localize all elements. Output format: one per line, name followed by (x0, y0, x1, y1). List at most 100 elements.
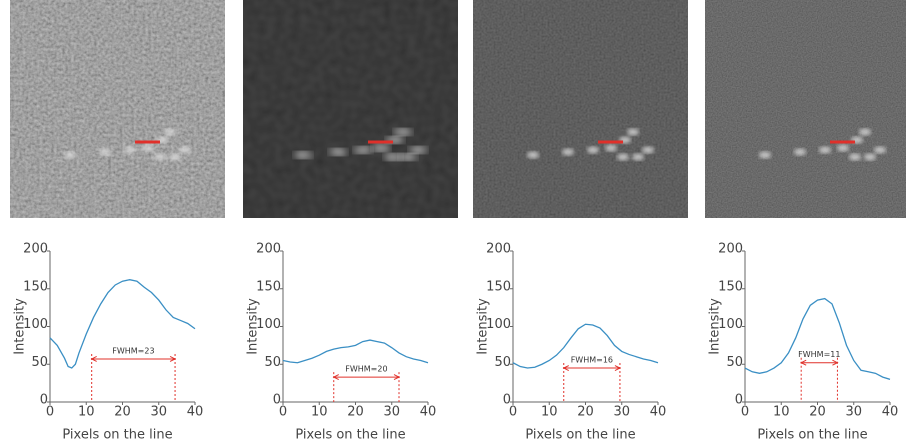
x-axis-label: Pixels on the line (295, 428, 405, 443)
y-tick-label: 200 (718, 242, 743, 257)
image-blob (154, 153, 166, 161)
x-tick-label: 40 (420, 405, 437, 420)
ultrasound-image (10, 0, 225, 218)
image-blob (99, 148, 111, 156)
image-blob (294, 151, 312, 159)
y-tick-label: 150 (718, 279, 743, 294)
arrow-head (562, 365, 569, 371)
image-blob (409, 146, 427, 154)
x-tick-label: 10 (78, 405, 95, 420)
y-tick-label: 0 (503, 393, 511, 408)
y-tick-label: 100 (486, 317, 511, 332)
x-axis-label: Pixels on the line (62, 428, 172, 443)
profile-curve (744, 297, 891, 380)
image-blob (562, 148, 574, 156)
image-blob (627, 128, 639, 136)
image-blob (617, 153, 629, 161)
image-blob (384, 153, 402, 161)
x-tick-label: 30 (383, 405, 400, 420)
profile-curve (512, 323, 659, 369)
image-blob (164, 128, 176, 136)
arrow-head (169, 356, 177, 362)
image-blob (849, 153, 861, 161)
x-axis-label: Pixels on the line (757, 428, 867, 443)
arrow-head (800, 359, 807, 366)
x-tick-label: 20 (577, 405, 594, 420)
y-tick-label: 200 (256, 242, 281, 257)
image-blob (819, 146, 831, 154)
arrow-head (614, 365, 622, 371)
image-blob (124, 146, 136, 154)
x-tick-label: 0 (741, 405, 749, 420)
y-tick-label: 150 (486, 279, 511, 294)
x-tick-label: 40 (187, 405, 204, 420)
image-noise (10, 0, 225, 218)
y-tick-label: 200 (486, 242, 511, 257)
image-noise (705, 0, 906, 218)
y-tick-label: 0 (735, 393, 743, 408)
x-tick-label: 30 (845, 405, 862, 420)
image-blob (142, 144, 154, 152)
arrow-head (332, 374, 339, 381)
image-blob (399, 153, 417, 161)
x-tick-label: 30 (613, 405, 630, 420)
x-tick-label: 10 (311, 405, 328, 420)
y-tick-label: 50 (494, 355, 511, 370)
image-blob (527, 151, 539, 159)
image-blob (64, 151, 76, 159)
image-blob (759, 151, 771, 159)
y-axis-label: Intensity (708, 298, 723, 355)
x-tick-label: 20 (347, 405, 364, 420)
y-tick-label: 200 (23, 242, 48, 257)
image-blob (642, 146, 654, 154)
ultrasound-image (705, 0, 906, 218)
y-tick-label: 50 (726, 355, 743, 370)
y-axis-label: Intensity (13, 298, 28, 355)
image-blob (394, 128, 412, 136)
x-tick-label: 0 (509, 405, 517, 420)
y-tick-label: 100 (718, 317, 743, 332)
image-blob (632, 153, 644, 161)
x-tick-label: 20 (114, 405, 131, 420)
x-axis-label: Pixels on the line (525, 428, 635, 443)
fwhm-label: FWHM=11 (798, 350, 840, 359)
y-axis-label: Intensity (476, 298, 491, 355)
y-tick-label: 100 (23, 317, 48, 332)
arrow-head (393, 374, 401, 381)
ultrasound-image (243, 0, 458, 218)
x-tick-label: 40 (650, 405, 667, 420)
x-tick-label: 10 (773, 405, 790, 420)
fwhm-label: FWHM=23 (112, 346, 154, 355)
image-noise (243, 0, 458, 218)
image-blob (794, 148, 806, 156)
fwhm-label: FWHM=16 (571, 356, 613, 365)
arrow-head (832, 359, 839, 366)
y-tick-label: 150 (256, 279, 281, 294)
fwhm-label: FWHM=20 (345, 365, 387, 374)
x-tick-label: 10 (541, 405, 558, 420)
image-blob (372, 144, 390, 152)
image-blob (354, 146, 372, 154)
y-tick-label: 0 (273, 393, 281, 408)
x-tick-label: 0 (46, 405, 54, 420)
y-tick-label: 50 (264, 355, 281, 370)
x-tick-label: 20 (809, 405, 826, 420)
y-axis-label: Intensity (246, 298, 261, 355)
image-blob (859, 128, 871, 136)
image-noise (473, 0, 688, 218)
y-tick-label: 50 (31, 355, 48, 370)
image-blob (179, 146, 191, 154)
y-tick-label: 100 (256, 317, 281, 332)
image-blob (874, 146, 886, 154)
x-tick-label: 40 (882, 405, 899, 420)
y-tick-label: 0 (40, 393, 48, 408)
y-tick-label: 150 (23, 279, 48, 294)
image-blob (587, 146, 599, 154)
profile-curve (49, 279, 196, 369)
image-blob (837, 144, 849, 152)
image-blob (605, 144, 617, 152)
profile-curve (282, 339, 429, 364)
arrow-head (90, 356, 97, 362)
x-tick-label: 30 (150, 405, 167, 420)
